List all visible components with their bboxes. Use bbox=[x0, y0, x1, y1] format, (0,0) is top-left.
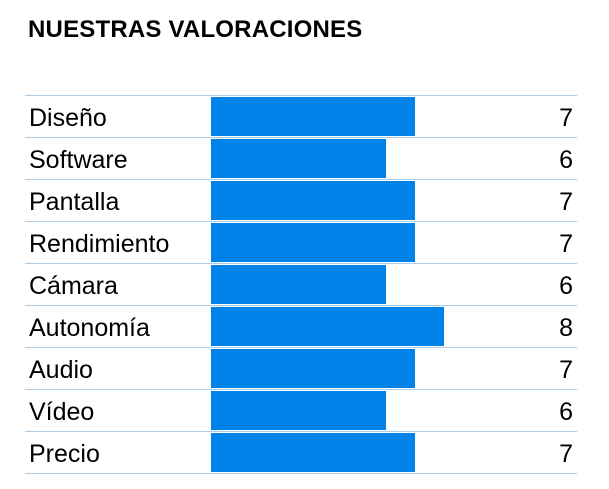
row-label: Vídeo bbox=[29, 398, 95, 426]
rating-row-autonomia: Autonomía 8 bbox=[25, 306, 577, 348]
row-score: 8 bbox=[559, 314, 573, 342]
bar-track bbox=[211, 222, 502, 263]
row-label: Cámara bbox=[29, 272, 118, 300]
row-label: Diseño bbox=[29, 104, 107, 132]
bar-track bbox=[211, 348, 502, 389]
row-label: Autonomía bbox=[29, 314, 150, 342]
rating-row-video: Vídeo 6 bbox=[25, 390, 577, 432]
bar-track bbox=[211, 96, 502, 137]
bar-video bbox=[211, 391, 386, 430]
row-label: Software bbox=[29, 146, 128, 174]
row-score: 6 bbox=[559, 272, 573, 300]
row-score: 7 bbox=[559, 356, 573, 384]
row-label: Precio bbox=[29, 440, 100, 468]
bar-track bbox=[211, 138, 502, 179]
bar-track bbox=[211, 180, 502, 221]
row-score: 7 bbox=[559, 440, 573, 468]
row-score: 7 bbox=[559, 230, 573, 258]
row-label: Rendimiento bbox=[29, 230, 170, 258]
ratings-table: Diseño 7 Software 6 Pantalla 7 Rendimien… bbox=[25, 95, 577, 474]
bar-track bbox=[211, 264, 502, 305]
row-score: 7 bbox=[559, 104, 573, 132]
rating-row-rendimiento: Rendimiento 7 bbox=[25, 222, 577, 264]
bar-diseno bbox=[211, 97, 415, 136]
rating-row-audio: Audio 7 bbox=[25, 348, 577, 390]
bar-software bbox=[211, 139, 386, 178]
bar-track bbox=[211, 306, 502, 347]
bar-precio bbox=[211, 433, 415, 472]
bar-autonomia bbox=[211, 307, 444, 346]
bar-audio bbox=[211, 349, 415, 388]
row-score: 6 bbox=[559, 398, 573, 426]
row-label: Pantalla bbox=[29, 188, 120, 216]
bar-camara bbox=[211, 265, 386, 304]
row-label: Audio bbox=[29, 356, 93, 384]
row-score: 7 bbox=[559, 188, 573, 216]
chart-title: NUESTRAS VALORACIONES bbox=[28, 16, 363, 43]
rating-row-precio: Precio 7 bbox=[25, 432, 577, 474]
row-score: 6 bbox=[559, 146, 573, 174]
rating-row-software: Software 6 bbox=[25, 138, 577, 180]
rating-row-pantalla: Pantalla 7 bbox=[25, 180, 577, 222]
bar-track bbox=[211, 432, 502, 473]
bar-track bbox=[211, 390, 502, 431]
bar-rendimiento bbox=[211, 223, 415, 262]
bar-pantalla bbox=[211, 181, 415, 220]
rating-row-camara: Cámara 6 bbox=[25, 264, 577, 306]
rating-row-diseno: Diseño 7 bbox=[25, 96, 577, 138]
